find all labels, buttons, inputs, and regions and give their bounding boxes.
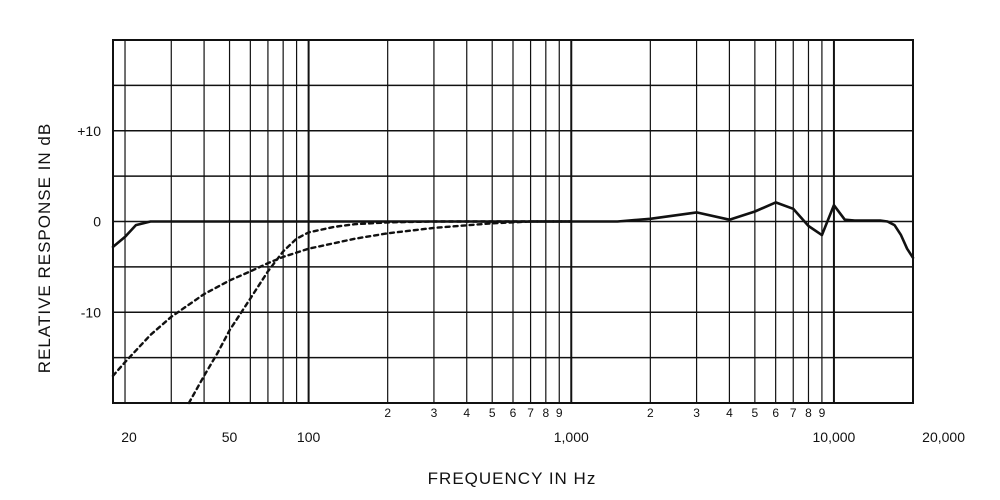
- response-curve-solid-0: [111, 201, 915, 260]
- x-minor-tick-label: 8: [805, 406, 812, 420]
- x-minor-tick-label: 3: [693, 406, 700, 420]
- x-minor-tick-label: 7: [790, 406, 797, 420]
- x-minor-tick-label: 3: [431, 406, 438, 420]
- x-minor-tick-label: 9: [556, 406, 563, 420]
- x-major-tick-label: 20,000: [922, 429, 965, 445]
- x-minor-tick-label: 7: [527, 406, 534, 420]
- x-minor-tick-label: 4: [463, 406, 470, 420]
- y-tick-label: -10: [81, 304, 101, 320]
- x-minor-tick-label: 6: [772, 406, 779, 420]
- y-tick-label: 0: [93, 214, 101, 230]
- x-minor-tick-label: 4: [726, 406, 733, 420]
- response-curve-dashed-2: [111, 220, 573, 377]
- x-major-tick-label: 10,000: [813, 429, 856, 445]
- x-minor-tick-label: 8: [542, 406, 549, 420]
- x-minor-tick-label: 6: [510, 406, 517, 420]
- response-curves: [111, 201, 915, 405]
- x-minor-tick-label: 5: [752, 406, 759, 420]
- x-tick-labels: 2 3 4 5 6 7 8 9 2 3 4 5 6 7 8 920 50 100 1,000 10,000 20,000: [121, 406, 965, 445]
- y-tick-labels: +10 0 -10: [77, 123, 101, 321]
- x-minor-tick-label: 9: [819, 406, 826, 420]
- x-major-tick-label: 20: [121, 429, 137, 445]
- y-tick-label: +10: [77, 123, 101, 139]
- x-minor-tick-label: 2: [647, 406, 654, 420]
- x-minor-tick-label: 5: [489, 406, 496, 420]
- x-major-tick-label: 1,000: [554, 429, 589, 445]
- x-major-tick-label: 100: [297, 429, 321, 445]
- response-curve-dashed-1: [187, 220, 573, 405]
- x-minor-tick-label: 2: [384, 406, 391, 420]
- y-axis-title: RELATIVE RESPONSE IN dB: [35, 123, 54, 373]
- x-major-tick-label: 50: [222, 429, 238, 445]
- x-axis-title: FREQUENCY IN Hz: [428, 469, 597, 488]
